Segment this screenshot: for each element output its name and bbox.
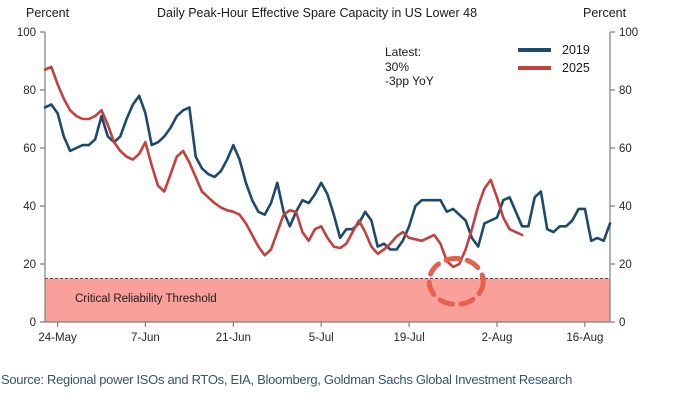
series-line-2025 [43,65,524,269]
y-tick-label-left: 40 [23,201,36,213]
y-tick-label-right: 0 [619,317,625,329]
chart-title: Daily Peak-Hour Effective Spare Capacity… [156,6,478,20]
left-axis-unit-label: Percent [26,6,70,20]
x-tick-label: 21-Jun [216,332,251,344]
y-tick-label-right: 100 [619,27,638,39]
chart-canvas: 0 0 20 20 40 40 60 60 80 80 100 100 24-May 7-Jun 21-Ju… [17,27,638,344]
x-tick-label: 5-Jul [309,332,334,344]
y-tick-label-right: 60 [619,143,632,155]
latest-value-annotation: Latest: 30% -3pp YoY [385,45,434,89]
legend-label-2019: 2019 [562,43,590,57]
legend-label-2025: 2025 [562,61,590,75]
source-attribution: Source: Regional power ISOs and RTOs, EI… [1,372,573,387]
legend-item-2019: 2019 [518,41,590,59]
right-axis-unit-label: Percent [583,6,627,20]
x-tick-label: 2-Aug [482,332,513,344]
y-tick-label-left: 0 [30,317,36,329]
x-tick-label: 7-Jun [131,332,160,344]
y-tick-label-right: 20 [619,259,632,271]
highlight-circle [426,255,486,307]
annotation-line-3: -3pp YoY [385,74,434,88]
y-tick-label-left: 80 [23,85,36,97]
y-tick-label-left: 20 [23,259,36,271]
y-tick-label-left: 60 [23,143,36,155]
threshold-band-label: Critical Reliability Threshold [75,293,217,305]
annotation-line-1: Latest: [385,45,422,59]
legend: 2019 2025 [518,41,590,77]
legend-swatch-2025 [518,66,551,70]
series-line-2019 [43,94,612,251]
threshold-band [45,278,610,322]
y-tick-label-left: 100 [17,27,36,39]
x-tick-label: 16-Aug [566,332,603,344]
annotation-line-2: 30% [385,59,410,74]
y-tick-label-right: 80 [619,85,632,97]
legend-item-2025: 2025 [518,59,590,77]
x-tick-label: 24-May [38,332,77,344]
legend-swatch-2019 [518,48,551,52]
x-tick-label: 19-Jul [393,332,424,344]
y-tick-label-right: 40 [619,201,632,213]
